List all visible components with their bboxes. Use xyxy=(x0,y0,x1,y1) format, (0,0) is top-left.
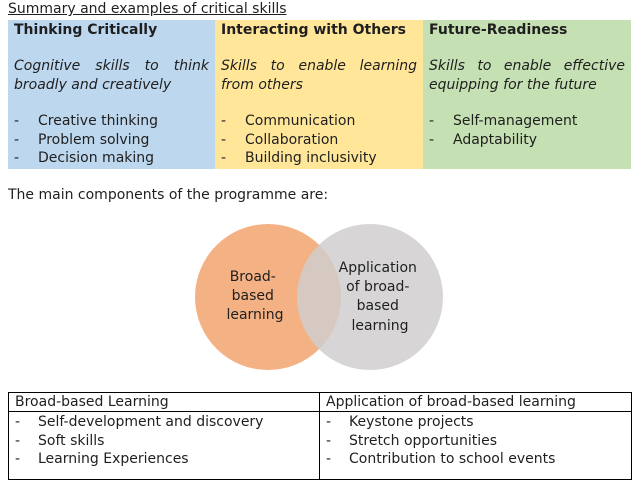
venn-left-label-line: learning xyxy=(226,307,283,323)
list-item-text: Self-development and discovery xyxy=(38,414,264,430)
dash-bullet: - xyxy=(15,451,21,467)
table-header-application: Application of broad-based learning xyxy=(319,392,632,412)
table-row: - Self-development and discovery - Soft sk… xyxy=(8,411,632,480)
dash-bullet: - xyxy=(15,414,21,430)
list-item-text: Soft skills xyxy=(38,432,105,449)
dash-bullet: - xyxy=(221,150,227,166)
skills-summary-table: Thinking Critically Cognitive skills to … xyxy=(8,20,631,169)
broad-based-learning-list: - Self-development and discovery - Soft sk… xyxy=(15,413,313,469)
skill-title: Thinking Critically xyxy=(14,22,158,38)
table-cell: - Keystone projects - Stretch opportunitie… xyxy=(319,411,632,480)
list-item: - Communication xyxy=(221,112,417,131)
skill-description: Cognitive skills to think broadly and cr… xyxy=(14,58,209,93)
table-cell: - Self-development and discovery - Soft sk… xyxy=(8,411,320,480)
list-item: - Self-development and discovery xyxy=(15,413,313,432)
venn-right-label-line: learning xyxy=(351,318,408,334)
list-item-text: Collaboration xyxy=(245,131,339,148)
list-item-text: Keystone projects xyxy=(349,414,474,430)
table-header-row: Broad-based Learning Application of broa… xyxy=(8,392,632,412)
application-list: - Keystone projects - Stretch opportunitie… xyxy=(326,413,625,469)
dash-bullet: - xyxy=(14,131,20,148)
list-item-text: Creative thinking xyxy=(38,113,159,129)
venn-left-label: Broad- based learning xyxy=(226,269,283,323)
list-item: - Soft skills xyxy=(15,432,313,451)
list-item-text: Stretch opportunities xyxy=(349,432,498,449)
list-item: - Decision making xyxy=(14,149,209,168)
page-heading: Summary and examples of critical skills xyxy=(8,1,287,17)
skill-column-interacting-with-others: Interacting with Others Skills to enable… xyxy=(215,20,423,169)
dash-bullet: - xyxy=(15,432,21,449)
venn-circle-broad-based-learning xyxy=(195,224,341,370)
list-item-text: Contribution to school events xyxy=(349,451,556,467)
list-item: - Stretch opportunities xyxy=(326,432,625,451)
skill-column-thinking-critically: Thinking Critically Cognitive skills to … xyxy=(8,20,215,169)
list-item: - Keystone projects xyxy=(326,413,625,432)
list-item: - Creative thinking xyxy=(14,112,209,131)
dash-bullet: - xyxy=(14,113,20,129)
list-item: - Learning Experiences xyxy=(15,450,313,469)
list-item: - Contribution to school events xyxy=(326,450,625,469)
list-item-text: Decision making xyxy=(38,150,155,166)
list-item-text: Building inclusivity xyxy=(245,150,377,166)
list-item: - Adaptability xyxy=(429,131,625,150)
list-item: - Collaboration xyxy=(221,131,417,150)
dash-bullet: - xyxy=(221,131,227,148)
list-item: - Building inclusivity xyxy=(221,149,417,168)
venn-right-label: Application of broad- based learning xyxy=(339,260,422,334)
venn-circle-application xyxy=(297,224,443,370)
list-item-text: Self-management xyxy=(453,113,578,129)
skill-title: Interacting with Others xyxy=(221,22,406,38)
skill-description: Skills to enable effective equipping for… xyxy=(429,58,625,93)
skill-description: Skills to enable learning from others xyxy=(221,58,417,93)
list-item-text: Adaptability xyxy=(453,131,538,148)
dash-bullet: - xyxy=(429,131,435,148)
list-item-text: Problem solving xyxy=(38,131,150,148)
skill-examples-list: - Communication - Collaboration - Building … xyxy=(221,112,417,168)
skill-column-future-readiness: Future-Readiness Skills to enable effect… xyxy=(423,20,631,169)
list-item-text: Communication xyxy=(245,113,356,129)
components-intro-text: The main components of the programme are… xyxy=(8,187,329,203)
list-item-text: Learning Experiences xyxy=(38,451,189,467)
skill-examples-list: - Self-management - Adaptability xyxy=(429,112,625,149)
dash-bullet: - xyxy=(326,414,332,430)
dash-bullet: - xyxy=(326,432,332,449)
dash-bullet: - xyxy=(429,113,435,129)
dash-bullet: - xyxy=(14,150,20,166)
components-table: Broad-based Learning Application of broa… xyxy=(8,392,632,480)
list-item: - Problem solving xyxy=(14,131,209,150)
skill-examples-list: - Creative thinking - Problem solving - Dec… xyxy=(14,112,209,168)
venn-left-label-line: Broad- xyxy=(230,269,276,285)
venn-right-label-line: Application xyxy=(339,260,417,276)
venn-right-label-line: of broad- xyxy=(346,279,409,295)
dash-bullet: - xyxy=(221,113,227,129)
venn-right-label-line: based xyxy=(357,298,399,314)
dash-bullet: - xyxy=(326,451,332,467)
venn-left-label-line: based xyxy=(232,288,274,304)
skill-title: Future-Readiness xyxy=(429,22,568,38)
table-header-broad-based-learning: Broad-based Learning xyxy=(8,392,320,412)
list-item: - Self-management xyxy=(429,112,625,131)
